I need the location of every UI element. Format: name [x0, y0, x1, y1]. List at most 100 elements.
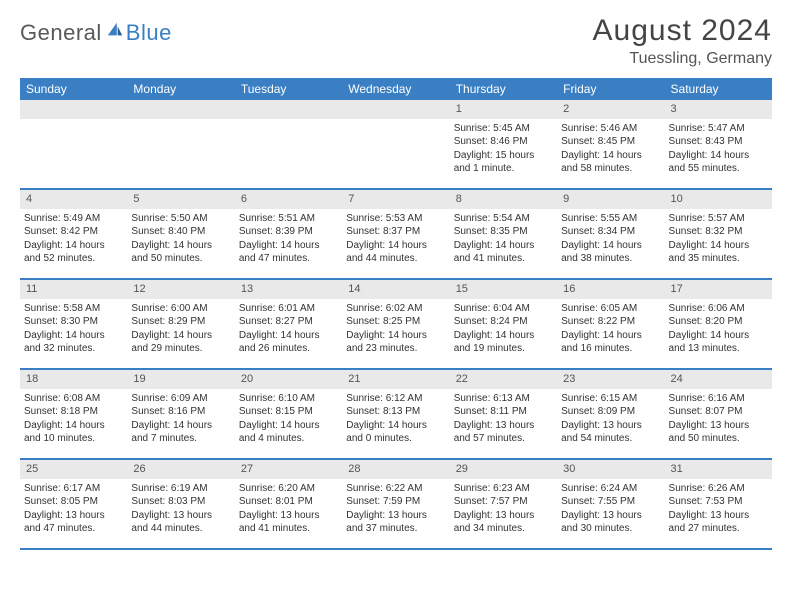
daylight-label: Daylight: 14 hours and 13 minutes. [669, 329, 768, 356]
sunrise-label: Sunrise: 5:53 AM [346, 212, 445, 226]
day-number: 3 [665, 100, 772, 119]
location-label: Tuessling, Germany [593, 50, 772, 68]
weekday-header: Sunday [20, 78, 127, 100]
day-cell: 26Sunrise: 6:19 AMSunset: 8:03 PMDayligh… [127, 460, 234, 548]
sunrise-label: Sunrise: 6:00 AM [131, 302, 230, 316]
sunrise-label: Sunrise: 6:12 AM [346, 392, 445, 406]
day-cell: 14Sunrise: 6:02 AMSunset: 8:25 PMDayligh… [342, 280, 449, 368]
daylight-label: Daylight: 13 hours and 30 minutes. [561, 509, 660, 536]
day-cell: 23Sunrise: 6:15 AMSunset: 8:09 PMDayligh… [557, 370, 664, 458]
sunrise-label: Sunrise: 5:55 AM [561, 212, 660, 226]
day-cell: 24Sunrise: 6:16 AMSunset: 8:07 PMDayligh… [665, 370, 772, 458]
day-number: 30 [557, 460, 664, 479]
sunrise-label: Sunrise: 6:24 AM [561, 482, 660, 496]
day-number: 22 [450, 370, 557, 389]
day-number [127, 100, 234, 119]
day-number: 13 [235, 280, 342, 299]
sunrise-label: Sunrise: 6:19 AM [131, 482, 230, 496]
day-number: 1 [450, 100, 557, 119]
sunset-label: Sunset: 8:16 PM [131, 405, 230, 419]
weekday-header: Thursday [450, 78, 557, 100]
sunrise-label: Sunrise: 6:22 AM [346, 482, 445, 496]
day-cell: 5Sunrise: 5:50 AMSunset: 8:40 PMDaylight… [127, 190, 234, 278]
sunset-label: Sunset: 8:42 PM [24, 225, 123, 239]
sunset-label: Sunset: 8:22 PM [561, 315, 660, 329]
day-number: 24 [665, 370, 772, 389]
sunset-label: Sunset: 8:27 PM [239, 315, 338, 329]
daylight-label: Daylight: 13 hours and 44 minutes. [131, 509, 230, 536]
daylight-label: Daylight: 14 hours and 32 minutes. [24, 329, 123, 356]
daylight-label: Daylight: 13 hours and 54 minutes. [561, 419, 660, 446]
day-cell: 31Sunrise: 6:26 AMSunset: 7:53 PMDayligh… [665, 460, 772, 548]
week-row: 18Sunrise: 6:08 AMSunset: 8:18 PMDayligh… [20, 370, 772, 460]
daylight-label: Daylight: 14 hours and 58 minutes. [561, 149, 660, 176]
sunset-label: Sunset: 8:24 PM [454, 315, 553, 329]
week-row: 4Sunrise: 5:49 AMSunset: 8:42 PMDaylight… [20, 190, 772, 280]
day-number [20, 100, 127, 119]
day-number: 20 [235, 370, 342, 389]
daylight-label: Daylight: 13 hours and 34 minutes. [454, 509, 553, 536]
day-number: 28 [342, 460, 449, 479]
week-row: 25Sunrise: 6:17 AMSunset: 8:05 PMDayligh… [20, 460, 772, 550]
brand-logo: General Blue [20, 14, 172, 46]
day-number: 7 [342, 190, 449, 209]
day-number [235, 100, 342, 119]
day-number: 2 [557, 100, 664, 119]
sunset-label: Sunset: 7:53 PM [669, 495, 768, 509]
brand-part2: Blue [126, 20, 172, 46]
day-number: 12 [127, 280, 234, 299]
sunrise-label: Sunrise: 5:57 AM [669, 212, 768, 226]
sunrise-label: Sunrise: 6:10 AM [239, 392, 338, 406]
daylight-label: Daylight: 14 hours and 23 minutes. [346, 329, 445, 356]
day-number: 4 [20, 190, 127, 209]
sunset-label: Sunset: 8:39 PM [239, 225, 338, 239]
brand-part1: General [20, 20, 102, 46]
daylight-label: Daylight: 14 hours and 35 minutes. [669, 239, 768, 266]
day-number: 6 [235, 190, 342, 209]
daylight-label: Daylight: 14 hours and 41 minutes. [454, 239, 553, 266]
sunset-label: Sunset: 8:15 PM [239, 405, 338, 419]
day-number: 29 [450, 460, 557, 479]
sunset-label: Sunset: 7:55 PM [561, 495, 660, 509]
weekday-header: Saturday [665, 78, 772, 100]
sunset-label: Sunset: 8:05 PM [24, 495, 123, 509]
day-cell: 27Sunrise: 6:20 AMSunset: 8:01 PMDayligh… [235, 460, 342, 548]
sunset-label: Sunset: 8:46 PM [454, 135, 553, 149]
daylight-label: Daylight: 13 hours and 47 minutes. [24, 509, 123, 536]
daylight-label: Daylight: 15 hours and 1 minute. [454, 149, 553, 176]
sunrise-label: Sunrise: 6:01 AM [239, 302, 338, 316]
day-cell: 22Sunrise: 6:13 AMSunset: 8:11 PMDayligh… [450, 370, 557, 458]
daylight-label: Daylight: 14 hours and 50 minutes. [131, 239, 230, 266]
sunrise-label: Sunrise: 6:04 AM [454, 302, 553, 316]
sunset-label: Sunset: 8:34 PM [561, 225, 660, 239]
sunset-label: Sunset: 8:25 PM [346, 315, 445, 329]
sunrise-label: Sunrise: 6:20 AM [239, 482, 338, 496]
day-cell: 1Sunrise: 5:45 AMSunset: 8:46 PMDaylight… [450, 100, 557, 188]
day-number: 5 [127, 190, 234, 209]
daylight-label: Daylight: 14 hours and 29 minutes. [131, 329, 230, 356]
weeks-container: 1Sunrise: 5:45 AMSunset: 8:46 PMDaylight… [20, 100, 772, 550]
day-cell: 19Sunrise: 6:09 AMSunset: 8:16 PMDayligh… [127, 370, 234, 458]
sunrise-label: Sunrise: 6:02 AM [346, 302, 445, 316]
day-number: 27 [235, 460, 342, 479]
daylight-label: Daylight: 14 hours and 47 minutes. [239, 239, 338, 266]
sunset-label: Sunset: 8:01 PM [239, 495, 338, 509]
sunrise-label: Sunrise: 6:16 AM [669, 392, 768, 406]
day-cell [342, 100, 449, 188]
sunrise-label: Sunrise: 6:13 AM [454, 392, 553, 406]
day-cell: 18Sunrise: 6:08 AMSunset: 8:18 PMDayligh… [20, 370, 127, 458]
sunset-label: Sunset: 8:03 PM [131, 495, 230, 509]
day-cell: 17Sunrise: 6:06 AMSunset: 8:20 PMDayligh… [665, 280, 772, 368]
day-number: 21 [342, 370, 449, 389]
day-cell: 7Sunrise: 5:53 AMSunset: 8:37 PMDaylight… [342, 190, 449, 278]
sunset-label: Sunset: 7:59 PM [346, 495, 445, 509]
sunrise-label: Sunrise: 6:08 AM [24, 392, 123, 406]
day-cell: 29Sunrise: 6:23 AMSunset: 7:57 PMDayligh… [450, 460, 557, 548]
weekday-header: Friday [557, 78, 664, 100]
sunset-label: Sunset: 8:18 PM [24, 405, 123, 419]
day-cell: 6Sunrise: 5:51 AMSunset: 8:39 PMDaylight… [235, 190, 342, 278]
day-cell: 16Sunrise: 6:05 AMSunset: 8:22 PMDayligh… [557, 280, 664, 368]
month-title: August 2024 [593, 14, 772, 48]
sunset-label: Sunset: 8:20 PM [669, 315, 768, 329]
day-cell: 9Sunrise: 5:55 AMSunset: 8:34 PMDaylight… [557, 190, 664, 278]
